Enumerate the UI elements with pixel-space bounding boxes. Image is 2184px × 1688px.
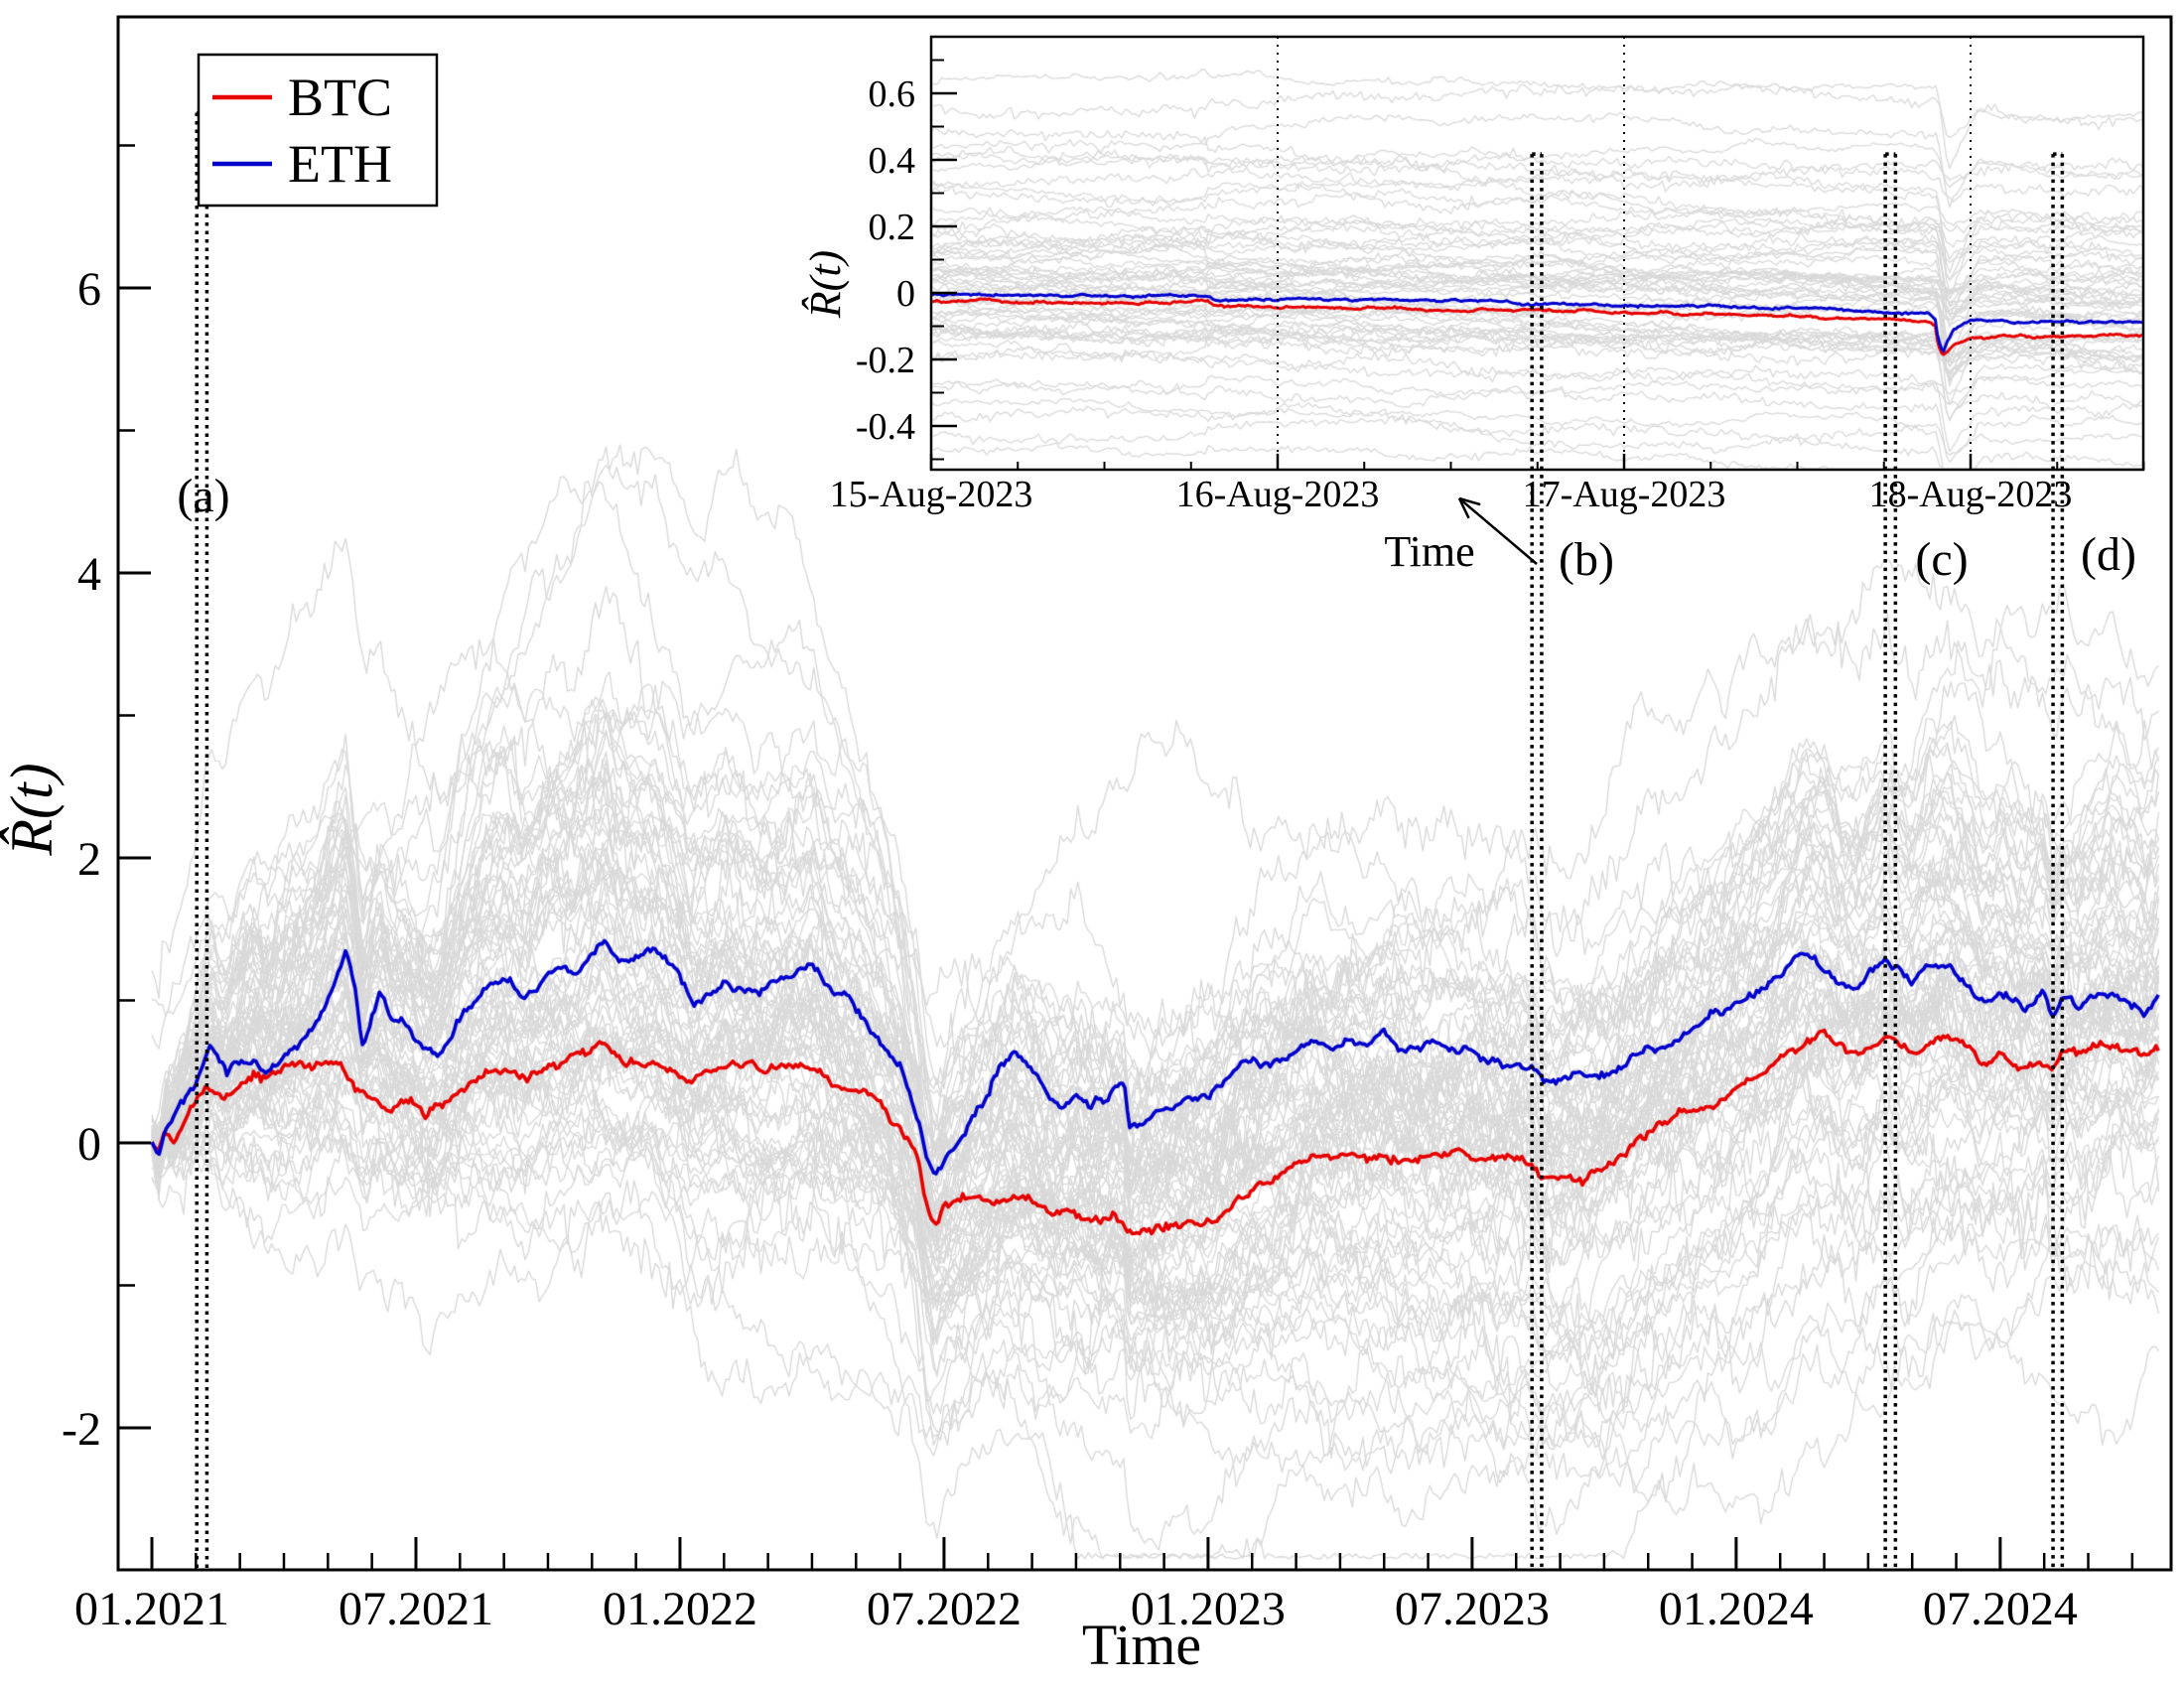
main-x-tick-label: 07.2022	[867, 1583, 1022, 1635]
main-y-axis-label: R̂(t)	[0, 763, 65, 856]
main-x-tick-label: 01.2024	[1659, 1583, 1814, 1635]
annotation-label-d: (d)	[2081, 528, 2136, 581]
inset-y-tick-label: -0.2	[856, 340, 915, 381]
annotation-label-b: (b)	[1559, 533, 1614, 586]
legend-label-btc: BTC	[288, 68, 392, 127]
main-x-tick-label: 01.2021	[74, 1583, 229, 1635]
main-y-tick-label: 2	[77, 833, 101, 886]
main-axis-ticks: 01.2021 07.2021 01.2022 07.2022 01.2023 07.20…	[62, 144, 2134, 1635]
main-x-tick-label: 07.2024	[1923, 1583, 2078, 1635]
legend: BTC ETH	[197, 53, 439, 208]
main-x-tick-label: 01.2022	[603, 1583, 757, 1635]
annotation-label-a: (a)	[177, 470, 229, 522]
legend-label-eth: ETH	[288, 134, 392, 194]
main-x-tick-label: 07.2021	[339, 1583, 493, 1635]
inset-x-axis-label: Time	[1384, 527, 1474, 576]
inset-y-tick-label: 0.2	[869, 207, 916, 248]
inset-y-tick-label: -0.4	[856, 406, 915, 448]
inset-y-tick-label: 0	[896, 273, 915, 315]
inset-x-tick-label: 16-Aug-2023	[1176, 474, 1380, 515]
inset-x-tick-label: 17-Aug-2023	[1523, 474, 1726, 515]
arrow-head	[1458, 496, 1481, 506]
inset-x-tick-label: 18-Aug-2023	[1869, 474, 2073, 515]
inset-y-tick-label: 0.6	[869, 73, 916, 115]
main-y-tick-label: 0	[77, 1118, 101, 1171]
main-x-axis-label: Time	[1082, 1613, 1201, 1677]
legend-box	[197, 53, 439, 208]
main-y-tick-label: 4	[77, 548, 101, 601]
main-plot-border	[116, 15, 2173, 1572]
main-x-tick-label: 07.2023	[1395, 1583, 1550, 1635]
inset-y-tick-label: 0.4	[869, 140, 916, 182]
inset-pointer-arrow	[1457, 496, 1538, 565]
inset-x-tick-label: 15-Aug-2023	[830, 474, 1033, 515]
arrow-head	[1457, 497, 1470, 519]
inset-day-gridlines	[1277, 37, 1972, 470]
annotation-label-c: (c)	[1915, 533, 1968, 586]
inset-y-axis-label: R̂(t)	[801, 250, 850, 319]
arrow-shaft	[1458, 497, 1538, 565]
main-y-tick-label: 6	[77, 263, 101, 316]
event-window-markers	[195, 110, 2065, 1570]
main-y-tick-label: -2	[62, 1403, 101, 1456]
inset-axis-ticks: 15-Aug-2023 16-Aug-2023 17-Aug-2023 18-Aug-…	[830, 59, 2145, 515]
inset-plot-border	[929, 35, 2145, 472]
main-x-tick-label: 01.2023	[1131, 1583, 1286, 1635]
